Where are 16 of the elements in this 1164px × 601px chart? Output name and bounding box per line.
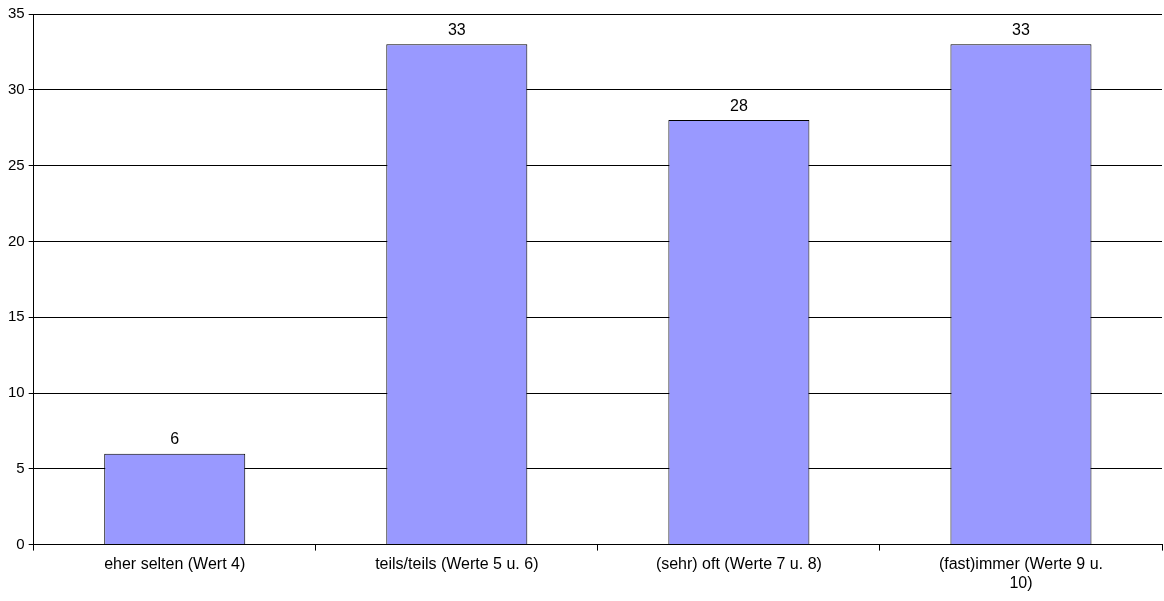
x-tick-label: eher selten (Wert 4) [104,554,246,572]
data-label: 6 [170,430,180,448]
x-tick-label: teils/teils (Werte 5 u. 6) [375,554,539,572]
data-label: 33 [447,20,466,38]
y-tick-label: 15 [8,307,25,325]
y-tick-label: 20 [8,231,25,249]
x-tick-label: (fast)immer (Werte 9 u. 10) [938,554,1104,591]
y-tick-label: 35 [8,4,25,22]
y-tick-label: 5 [16,458,25,476]
data-label: 33 [1012,20,1030,38]
y-tick-label: 0 [16,534,25,552]
y-tick-label: 30 [8,79,25,97]
x-tick-label: (sehr) oft (Werte 7 u. 8) [655,554,822,572]
y-tick-label: 25 [8,155,25,173]
data-label: 28 [729,96,748,114]
y-tick-label: 10 [8,383,25,401]
